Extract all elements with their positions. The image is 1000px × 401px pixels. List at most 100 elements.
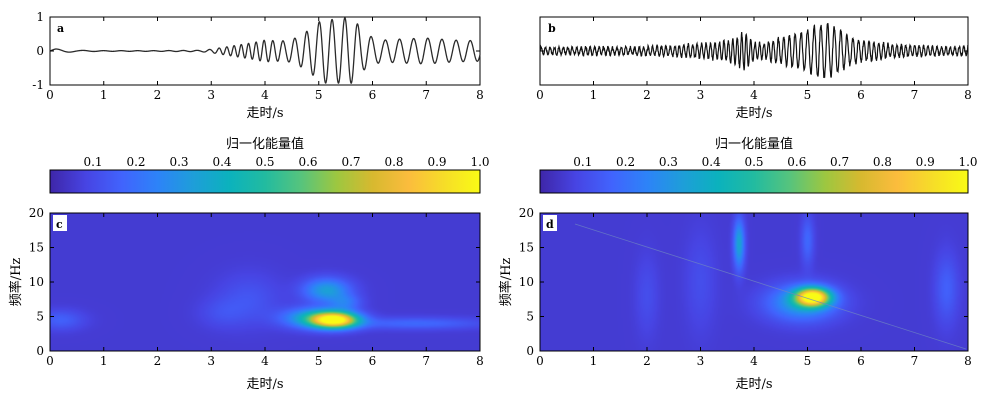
x-tick-label: 7 <box>422 354 430 368</box>
y-tick-label: 10 <box>29 275 44 289</box>
colorbar-tick-label: 0.4 <box>212 155 231 169</box>
panel-d-label: d <box>546 218 554 231</box>
x-tick-label: 1 <box>590 354 598 368</box>
panel-a-y-ticks: 1 0 -1 <box>32 10 480 92</box>
colorbar-right-title: 归一化能量值 <box>715 136 793 152</box>
y-tick-label: 5 <box>526 310 534 324</box>
colorbar-tick-label: 0.3 <box>169 155 188 169</box>
panel-d: d 0 1 2 3 4 5 6 7 8 0 5 10 15 20 走时/s 频率/Hz <box>498 206 972 392</box>
x-tick-label: 2 <box>643 88 651 102</box>
colorbar-tick-label: 0.1 <box>83 155 102 169</box>
colorbar-tick-label: 0.9 <box>916 155 935 169</box>
y-tick-label: -1 <box>32 78 44 92</box>
panel-b-x-ticks: 0 1 2 3 4 5 6 7 8 <box>536 16 972 102</box>
y-tick-label: 5 <box>36 310 44 324</box>
colorbar-tick-label: 1.0 <box>958 155 977 169</box>
y-tick-label: 15 <box>519 241 534 255</box>
x-tick-label: 0 <box>46 88 54 102</box>
colorbar-tick-label: 0.1 <box>573 155 592 169</box>
panel-c-y-axis-label: 频率/Hz <box>8 258 24 307</box>
panel-c: c 0 1 2 3 4 5 6 7 8 0 5 10 15 20 走时/s 频率/Hz <box>8 206 484 392</box>
colorbar-left: 归一化能量值 0.1 0.2 0.3 0.4 0.5 0.6 0.7 0.8 0.9 1.0 <box>49 136 490 194</box>
x-tick-label: 4 <box>261 354 269 368</box>
colorbar-right-bar <box>539 169 969 194</box>
x-tick-label: 1 <box>100 354 108 368</box>
colorbar-tick-label: 0.8 <box>384 155 403 169</box>
x-tick-label: 5 <box>804 354 812 368</box>
panel-c-x-axis-label: 走时/s <box>246 377 283 392</box>
panel-d-y-axis-label: 频率/Hz <box>498 258 514 307</box>
x-tick-label: 4 <box>750 354 758 368</box>
x-tick-label: 6 <box>369 88 377 102</box>
x-tick-label: 5 <box>804 88 812 102</box>
colorbar-tick-label: 0.9 <box>427 155 446 169</box>
colorbar-tick-label: 1.0 <box>470 155 489 169</box>
y-tick-label: 15 <box>29 241 44 255</box>
y-tick-label: 1 <box>36 10 44 24</box>
colorbar-right-ticks: 0.1 0.2 0.3 0.4 0.5 0.6 0.7 0.8 0.9 1.0 <box>573 155 977 169</box>
x-tick-label: 5 <box>315 354 323 368</box>
y-tick-label: 0 <box>526 344 534 358</box>
panel-c-label: c <box>56 218 63 231</box>
panel-b-label: b <box>548 22 556 35</box>
x-tick-label: 7 <box>911 88 919 102</box>
panel-a-x-ticks: 0 1 2 3 4 5 6 7 8 <box>46 17 484 102</box>
x-tick-label: 1 <box>100 88 108 102</box>
colorbar-left-title: 归一化能量值 <box>226 136 304 152</box>
x-tick-label: 3 <box>697 88 705 102</box>
y-tick-label: 20 <box>29 206 44 220</box>
seismic-trace-a <box>49 16 481 84</box>
panel-c-x-ticks: 0 1 2 3 4 5 6 7 8 <box>46 213 484 368</box>
colorbar-tick-label: 0.4 <box>702 155 721 169</box>
panel-a-x-axis-label: 走时/s <box>246 106 283 121</box>
colorbar-right: 归一化能量值 0.1 0.2 0.3 0.4 0.5 0.6 0.7 0.8 0.9 1.0 <box>539 136 978 194</box>
x-tick-label: 8 <box>964 88 972 102</box>
y-tick-label: 10 <box>519 275 534 289</box>
y-tick-label: 20 <box>519 206 534 220</box>
y-tick-label: 0 <box>36 44 44 58</box>
colorbar-left-bar <box>49 169 481 194</box>
colorbar-tick-label: 0.6 <box>298 155 317 169</box>
panel-d-label-box <box>543 215 557 231</box>
panel-c-label-box <box>53 215 67 231</box>
colorbar-tick-label: 0.6 <box>787 155 806 169</box>
x-tick-label: 0 <box>536 88 544 102</box>
colorbar-tick-label: 0.7 <box>830 155 849 169</box>
x-tick-label: 5 <box>315 88 323 102</box>
x-tick-label: 2 <box>154 354 162 368</box>
colorbar-tick-label: 0.5 <box>255 155 274 169</box>
colorbar-tick-label: 0.3 <box>659 155 678 169</box>
colorbar-left-ticks: 0.1 0.2 0.3 0.4 0.5 0.6 0.7 0.8 0.9 1.0 <box>83 155 489 169</box>
x-tick-label: 8 <box>476 88 484 102</box>
panel-b-x-axis-label: 走时/s <box>735 106 772 121</box>
x-tick-label: 8 <box>476 354 484 368</box>
colorbar-tick-label: 0.2 <box>616 155 635 169</box>
x-tick-label: 7 <box>911 354 919 368</box>
x-tick-label: 3 <box>207 354 215 368</box>
x-tick-label: 4 <box>261 88 269 102</box>
x-tick-label: 3 <box>207 88 215 102</box>
colorbar-tick-label: 0.5 <box>744 155 763 169</box>
panel-b: b 0 1 2 3 4 5 6 7 8 走时/s <box>536 16 972 121</box>
x-tick-label: 7 <box>422 88 430 102</box>
heatmap-c <box>50 213 480 351</box>
x-tick-label: 2 <box>643 354 651 368</box>
colorbar-tick-label: 0.7 <box>341 155 360 169</box>
x-tick-label: 2 <box>154 88 162 102</box>
panel-c-y-ticks: 0 5 10 15 20 <box>29 206 480 358</box>
panel-a-label: a <box>57 22 64 35</box>
x-tick-label: 6 <box>857 88 865 102</box>
colorbar-tick-label: 0.2 <box>126 155 145 169</box>
colorbar-tick-label: 0.8 <box>873 155 892 169</box>
panel-d-x-axis-label: 走时/s <box>735 377 772 392</box>
y-tick-label: 0 <box>36 344 44 358</box>
x-tick-label: 8 <box>964 354 972 368</box>
x-tick-label: 3 <box>697 354 705 368</box>
x-tick-label: 4 <box>750 88 758 102</box>
panel-d-diagonal-artifact <box>574 223 967 350</box>
panel-d-y-ticks: 0 5 10 15 20 <box>519 206 968 358</box>
x-tick-label: 6 <box>369 354 377 368</box>
panel-d-x-ticks: 0 1 2 3 4 5 6 7 8 <box>536 213 972 368</box>
